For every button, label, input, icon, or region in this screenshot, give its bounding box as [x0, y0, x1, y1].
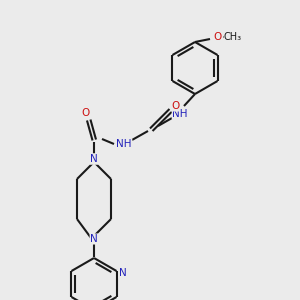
- Text: NH: NH: [172, 109, 188, 119]
- Text: CH₃: CH₃: [224, 32, 242, 42]
- Text: O: O: [81, 108, 89, 118]
- Text: O: O: [171, 101, 179, 111]
- Text: O: O: [213, 32, 221, 42]
- Text: N: N: [90, 154, 98, 164]
- Text: NH: NH: [116, 139, 132, 149]
- Text: N: N: [90, 154, 98, 164]
- Text: N: N: [90, 234, 98, 244]
- Text: N: N: [118, 268, 126, 278]
